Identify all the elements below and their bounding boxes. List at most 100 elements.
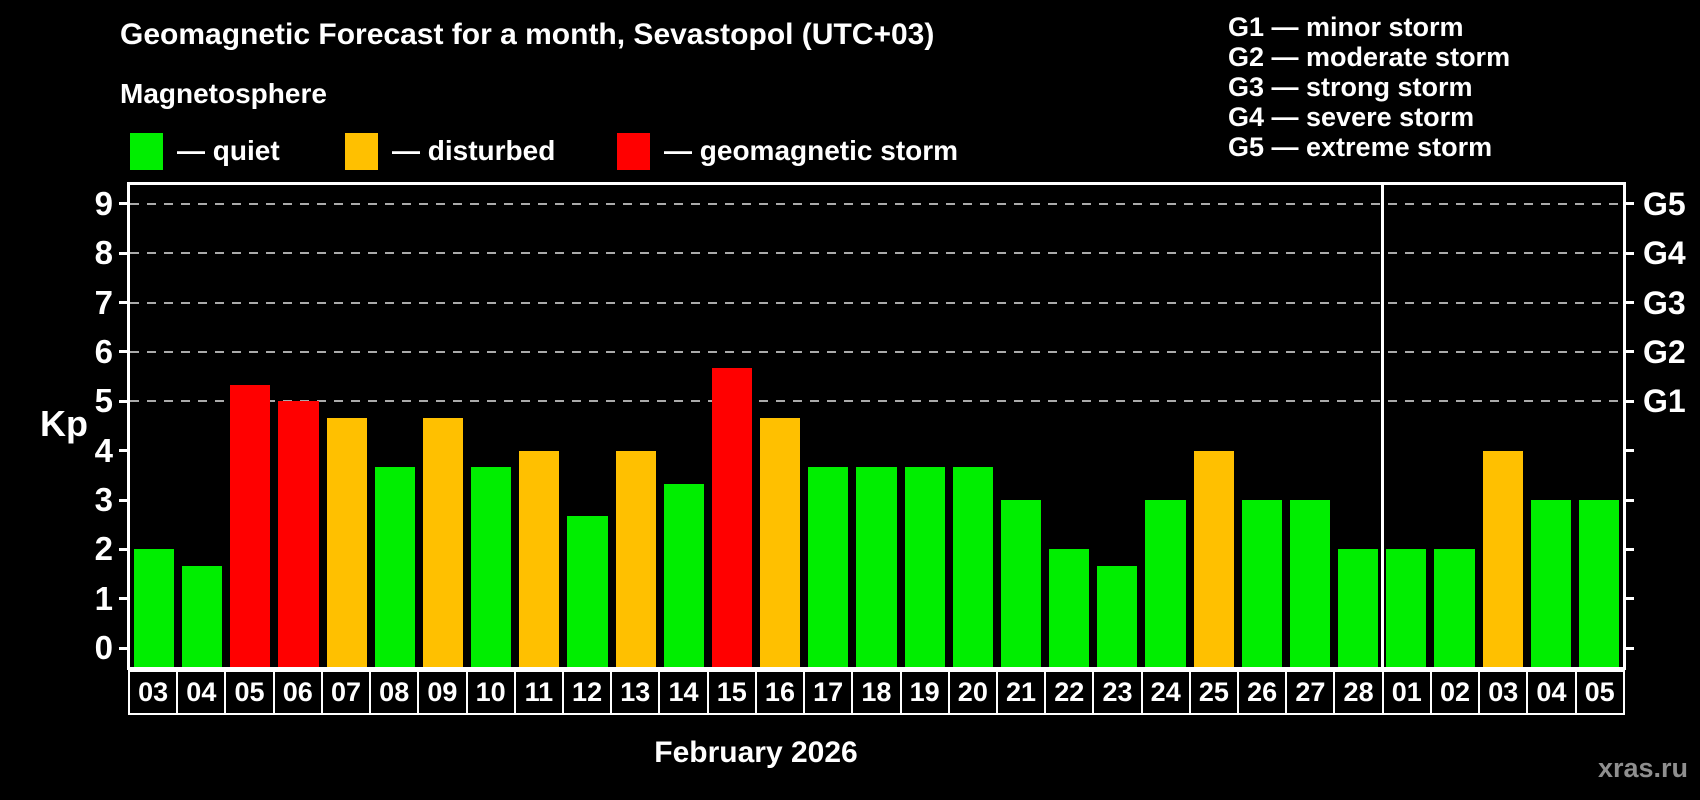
left-tick-6: [119, 350, 130, 354]
kp-bar-14-day-17: [808, 466, 849, 667]
kp-bar-2-day-05: [230, 385, 271, 667]
day-label-20-23: 23: [1092, 670, 1143, 715]
day-label-17-20: 20: [947, 670, 998, 715]
y-label-0: 0: [94, 629, 113, 667]
day-label-25-28: 28: [1333, 670, 1384, 715]
watermark: xras.ru: [1597, 753, 1688, 783]
kp-bar-12-day-15: [711, 368, 753, 667]
gridline-kp-9: [130, 202, 1623, 205]
kp-bar-29-day-04: [1530, 500, 1571, 667]
y-label-8: 8: [94, 234, 113, 272]
y-label-4: 4: [94, 431, 113, 469]
g-scale-legend: G1 — minor storm G2 — moderate storm G3 …: [1228, 12, 1510, 162]
right-tick-2: [1623, 547, 1634, 551]
kp-bar-17-day-20: [952, 466, 993, 667]
day-label-29-04: 04: [1526, 670, 1577, 715]
legend-item-quiet: — quiet: [130, 132, 280, 170]
g4-legend-line: G4 — severe storm: [1228, 102, 1475, 132]
day-label-0-03: 03: [128, 670, 179, 715]
kp-bar-18-day-21: [1000, 500, 1042, 667]
quiet-color-swatch: [130, 132, 163, 170]
kp-bar-22-day-25: [1193, 450, 1234, 667]
day-label-5-08: 08: [369, 670, 420, 715]
kp-bar-3-day-06: [278, 401, 319, 667]
storm-color-swatch: [617, 132, 650, 170]
disturbed-legend-label: — disturbed: [392, 135, 556, 166]
left-tick-3: [119, 498, 130, 502]
left-tick-0: [119, 646, 130, 650]
day-label-6-09: 09: [417, 670, 468, 715]
day-label-26-01: 01: [1381, 670, 1432, 715]
g-label-g3: G3: [1643, 284, 1686, 321]
g1-legend-line: G1 — minor storm: [1228, 12, 1464, 42]
kp-bar-25-day-28: [1338, 549, 1379, 667]
g3-legend-line: G3 — strong storm: [1228, 72, 1473, 102]
g5-legend-line: G5 — extreme storm: [1228, 132, 1493, 162]
y-label-6: 6: [94, 332, 113, 370]
kp-bar-0-day-03: [134, 549, 175, 667]
page-title: Geomagnetic Forecast for a month, Sevast…: [120, 18, 935, 51]
kp-bar-23-day-26: [1241, 500, 1282, 667]
legend-item-storm: — geomagnetic storm: [617, 132, 958, 170]
right-tick-5: [1623, 399, 1634, 403]
left-tick-5: [119, 399, 130, 403]
day-label-1-04: 04: [176, 670, 227, 715]
day-label-23-26: 26: [1237, 670, 1288, 715]
kp-bar-24-day-27: [1289, 500, 1331, 667]
day-label-12-15: 15: [706, 670, 757, 715]
right-tick-8: [1623, 251, 1634, 255]
kp-bar-15-day-18: [856, 466, 897, 667]
day-label-19-22: 22: [1044, 670, 1095, 715]
g-label-g4: G4: [1643, 235, 1686, 272]
day-label-7-10: 10: [465, 670, 516, 715]
left-tick-1: [119, 597, 130, 601]
day-label-27-02: 02: [1429, 670, 1481, 715]
day-label-15-18: 18: [851, 670, 902, 715]
legend-item-disturbed: — disturbed: [345, 132, 555, 170]
kp-bar-20-day-23: [1097, 565, 1138, 667]
day-label-2-05: 05: [224, 670, 275, 715]
day-label-30-05: 05: [1574, 670, 1625, 715]
day-label-9-12: 12: [561, 670, 613, 715]
gridline-kp-6: [130, 350, 1623, 353]
right-tick-7: [1623, 301, 1634, 305]
g-label-g5: G5: [1643, 185, 1686, 222]
kp-bar-1-day-04: [182, 565, 223, 667]
magnetosphere-label: Magnetosphere: [120, 78, 327, 109]
kp-bar-21-day-24: [1145, 500, 1186, 667]
day-label-14-17: 17: [803, 670, 854, 715]
kp-bar-5-day-08: [374, 466, 415, 667]
y-label-1: 1: [94, 579, 113, 617]
right-tick-1: [1623, 597, 1634, 601]
kp-bar-9-day-12: [567, 516, 608, 667]
day-axis: 03 04 05 06 07 08 09 10 11 12 13 14 15 16 17 18 19 20 21 22…: [128, 670, 1625, 715]
left-tick-8: [119, 251, 130, 255]
y-label-7: 7: [94, 283, 113, 321]
day-label-28-03: 03: [1478, 670, 1529, 715]
kp-bar-13-day-16: [760, 417, 801, 667]
left-tick-9: [119, 202, 130, 206]
right-tick-9: [1623, 202, 1634, 206]
right-tick-0: [1623, 646, 1634, 650]
gridline-kp-8: [130, 252, 1623, 255]
kp-bar-10-day-13: [615, 450, 656, 667]
right-tick-4: [1623, 449, 1634, 453]
day-label-22-25: 25: [1188, 670, 1240, 715]
day-label-13-16: 16: [754, 670, 806, 715]
kp-bar-27-day-02: [1434, 549, 1475, 667]
day-label-24-27: 27: [1285, 670, 1336, 715]
day-label-18-21: 21: [995, 670, 1047, 715]
kp-bar-4-day-07: [326, 417, 367, 667]
day-label-16-19: 19: [899, 670, 950, 715]
gridline-kp-5: [130, 400, 1623, 403]
kp-bar-26-day-01: [1386, 549, 1427, 667]
day-label-4-07: 07: [320, 670, 372, 715]
y-label-5: 5: [94, 382, 113, 420]
day-label-8-11: 11: [513, 670, 564, 715]
g-label-g2: G2: [1643, 333, 1686, 370]
kp-bar-19-day-22: [1049, 549, 1090, 667]
kp-bar-8-day-11: [519, 450, 560, 667]
g2-legend-line: G2 — moderate storm: [1228, 42, 1511, 72]
kp-bar-7-day-10: [471, 466, 512, 667]
